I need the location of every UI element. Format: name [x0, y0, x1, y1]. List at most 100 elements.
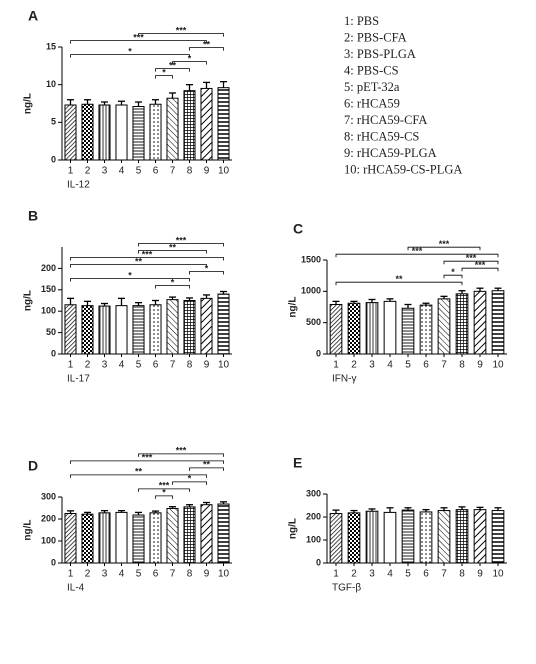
significance-label: ***: [466, 253, 477, 263]
legend-item: 1: PBS: [344, 14, 379, 28]
bar: [419, 511, 433, 564]
y-tick-label: 5: [51, 117, 56, 127]
significance-bracket: [172, 61, 207, 65]
bar: [401, 509, 415, 564]
legend-item: 10: rHCA59-CS-PLGA: [344, 162, 462, 176]
significance-label: *: [451, 267, 455, 277]
x-tick-label: 7: [170, 569, 176, 580]
x-tick-label: 10: [218, 569, 230, 580]
legend-item: 4: PBS-CS: [344, 63, 399, 77]
y-tick-label: 0: [51, 154, 56, 164]
x-tick-label: 4: [387, 569, 393, 580]
bar: [383, 511, 397, 564]
significance-label: ***: [439, 239, 450, 249]
significance-label: *: [188, 54, 192, 64]
x-tick-label: 2: [85, 166, 91, 177]
bar: [149, 512, 162, 564]
significance-bracket: [443, 260, 499, 265]
bar: [98, 512, 111, 564]
bar: [115, 305, 128, 355]
panel-label: A: [28, 8, 38, 24]
x-tick-label: 10: [218, 360, 230, 371]
y-axis-title: ng/L: [23, 93, 34, 114]
significance-bracket: [189, 47, 224, 51]
panel-label: C: [293, 221, 303, 237]
y-axis-title: ng/L: [288, 296, 299, 317]
significance-label: ***: [176, 26, 187, 36]
significance-label: *: [128, 47, 132, 57]
bar: [166, 97, 179, 161]
bar: [132, 106, 145, 161]
x-tick-label: 5: [405, 569, 411, 580]
x-tick-label: 9: [204, 360, 210, 371]
legend-item: 9: rHCA59-PLGA: [344, 146, 437, 160]
bar: [64, 513, 77, 564]
significance-label: **: [395, 274, 403, 284]
x-tick-label: 2: [85, 360, 91, 371]
bar: [64, 104, 77, 161]
significance-bracket: [70, 460, 224, 464]
bar: [166, 507, 179, 564]
significance-bracket: [138, 250, 207, 254]
x-tick-label: 9: [477, 569, 483, 580]
y-tick-label: 100: [306, 534, 321, 544]
bar: [115, 511, 128, 564]
x-tick-label: 1: [333, 360, 339, 371]
x-tick-label: 3: [369, 569, 375, 580]
significance-bracket: [189, 467, 224, 471]
x-tick-label: 8: [459, 360, 465, 371]
significance-label: ***: [133, 33, 144, 43]
bar: [183, 90, 196, 161]
x-tick-label: 5: [136, 360, 142, 371]
significance-label: *: [205, 263, 209, 273]
x-tick-label: 3: [102, 569, 108, 580]
panel-label: E: [293, 455, 302, 471]
x-axis-title: IL-12: [67, 180, 90, 191]
x-tick-label: 7: [170, 360, 176, 371]
bar: [200, 504, 213, 564]
x-tick-label: 10: [492, 569, 504, 580]
significance-bracket: [155, 285, 190, 289]
x-tick-label: 1: [333, 569, 339, 580]
legend-item: 7: rHCA59-CFA: [344, 113, 427, 127]
x-tick-label: 5: [136, 166, 142, 177]
bar: [383, 300, 397, 355]
x-tick-label: 8: [187, 360, 193, 371]
significance-bracket: [407, 246, 481, 251]
x-tick-label: 9: [204, 569, 210, 580]
y-tick-label: 50: [46, 327, 56, 337]
x-tick-label: 7: [441, 569, 447, 580]
significance-label: **: [203, 40, 211, 50]
x-tick-label: 6: [153, 360, 159, 371]
significance-label: **: [135, 467, 143, 477]
x-axis-title: TGF-β: [332, 583, 361, 594]
x-tick-label: 2: [85, 569, 91, 580]
significance-label: ***: [142, 249, 153, 259]
bar: [329, 303, 343, 355]
y-tick-label: 15: [46, 41, 56, 51]
significance-bracket: [70, 264, 207, 268]
bar: [217, 293, 230, 355]
significance-bracket: [138, 243, 224, 247]
significance-label: *: [128, 270, 132, 280]
x-tick-label: 3: [102, 360, 108, 371]
bar: [437, 510, 451, 564]
y-tick-label: 300: [306, 488, 321, 498]
significance-bracket: [138, 33, 224, 37]
x-tick-label: 7: [441, 360, 447, 371]
x-tick-label: 7: [170, 166, 176, 177]
significance-bracket: [155, 68, 190, 72]
bar: [149, 103, 162, 161]
x-tick-label: 4: [119, 360, 125, 371]
x-tick-label: 9: [477, 360, 483, 371]
panel-label: B: [28, 208, 38, 224]
bar: [455, 293, 469, 355]
significance-label: *: [171, 277, 175, 287]
x-tick-label: 9: [204, 166, 210, 177]
significance-bracket: [461, 267, 499, 272]
x-tick-label: 1: [68, 569, 74, 580]
bar: [365, 302, 379, 355]
significance-bracket: [443, 274, 463, 279]
bar: [64, 304, 77, 355]
